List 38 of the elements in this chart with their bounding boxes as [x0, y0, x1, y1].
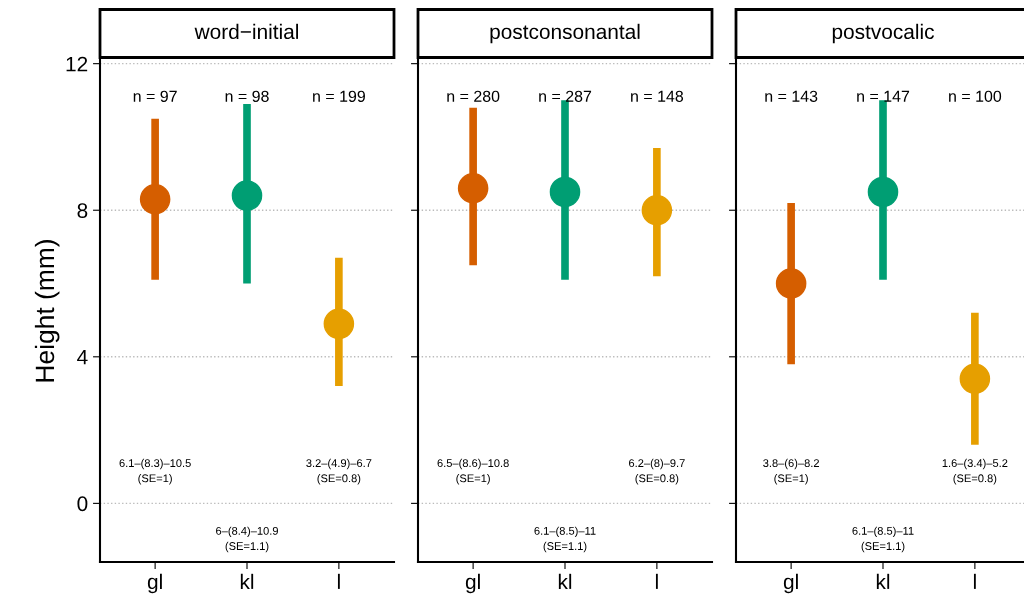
- y-tick-label: 0: [77, 496, 88, 512]
- x-tick-label: l: [973, 573, 976, 589]
- chart-title: word−initial: [194, 23, 299, 40]
- annotation: n = 287: [539, 90, 592, 102]
- annotation: n = 98: [225, 90, 269, 102]
- annotation: n = 143: [765, 90, 818, 102]
- annotation: 6.2–(8)–9.7 (SE=0.8): [629, 458, 685, 485]
- annotation: n = 280: [447, 90, 500, 102]
- x-tick-label: l: [655, 573, 658, 589]
- point: [231, 180, 263, 211]
- chart-title: postconsonantal: [490, 23, 640, 44]
- y-axis-title: Height (mm): [34, 240, 60, 382]
- x-tick-label: kl: [240, 573, 254, 589]
- annotation: n = 147: [857, 90, 910, 102]
- annotation: n = 100: [949, 90, 1002, 102]
- annotation: 3.2–(4.9)–6.7 (SE=0.8): [306, 458, 372, 485]
- x-tick-label: gl: [147, 573, 162, 594]
- x-tick-label: l: [337, 573, 340, 589]
- x-tick-label: gl: [783, 573, 798, 594]
- annotation: n = 199: [313, 90, 365, 102]
- annotation: 1.6–(3.4)–5.2 (SE=0.8): [942, 458, 1008, 485]
- y-tick-label: 12: [66, 56, 88, 72]
- annotation: 3.8–(6)–8.2 (SE=1): [763, 458, 819, 485]
- annotation: 6.1–(8.5)–11 (SE=1.1): [852, 526, 914, 553]
- point: [323, 308, 355, 340]
- x-tick-label: gl: [465, 573, 480, 594]
- annotation: 6.5–(8.6)–10.8 (SE=1): [437, 458, 509, 485]
- point: [139, 183, 171, 215]
- x-tick-label: kl: [558, 573, 572, 589]
- y-tick-label: 8: [77, 203, 88, 218]
- y-tick-label: 4: [77, 350, 88, 365]
- annotation: 6.1–(8.5)–11 (SE=1.1): [534, 526, 596, 553]
- annotation: 6.1–(8.3)–10.5 (SE=1): [119, 458, 191, 485]
- x-tick-label: kl: [876, 573, 890, 589]
- annotation: n = 97: [133, 90, 177, 102]
- annotation: n = 148: [631, 90, 684, 102]
- annotation: 6–(8.4)–10.9 (SE=1.1): [216, 526, 278, 553]
- chart-title: postvocalic: [832, 23, 934, 44]
